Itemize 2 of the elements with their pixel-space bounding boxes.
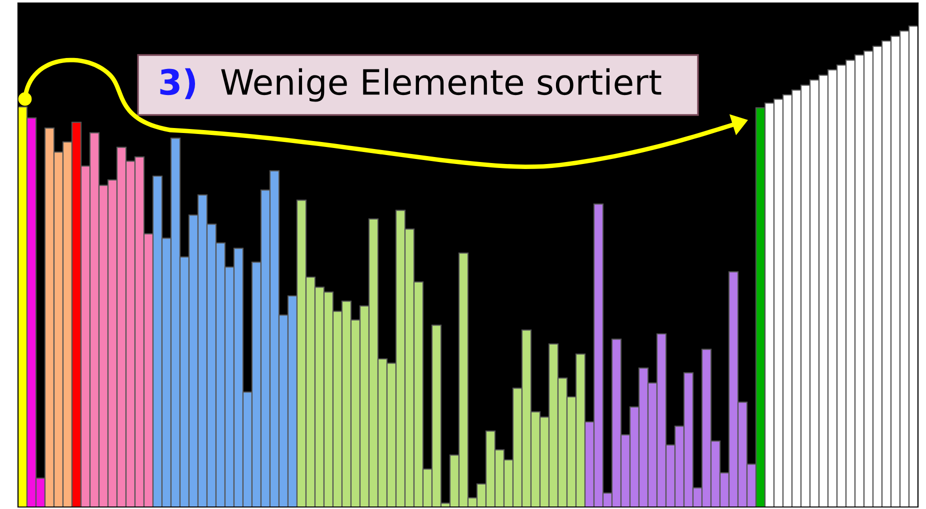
annotation: 3) (160, 68, 196, 100)
annotation: Wenige Elemente sortiert (221, 68, 662, 102)
